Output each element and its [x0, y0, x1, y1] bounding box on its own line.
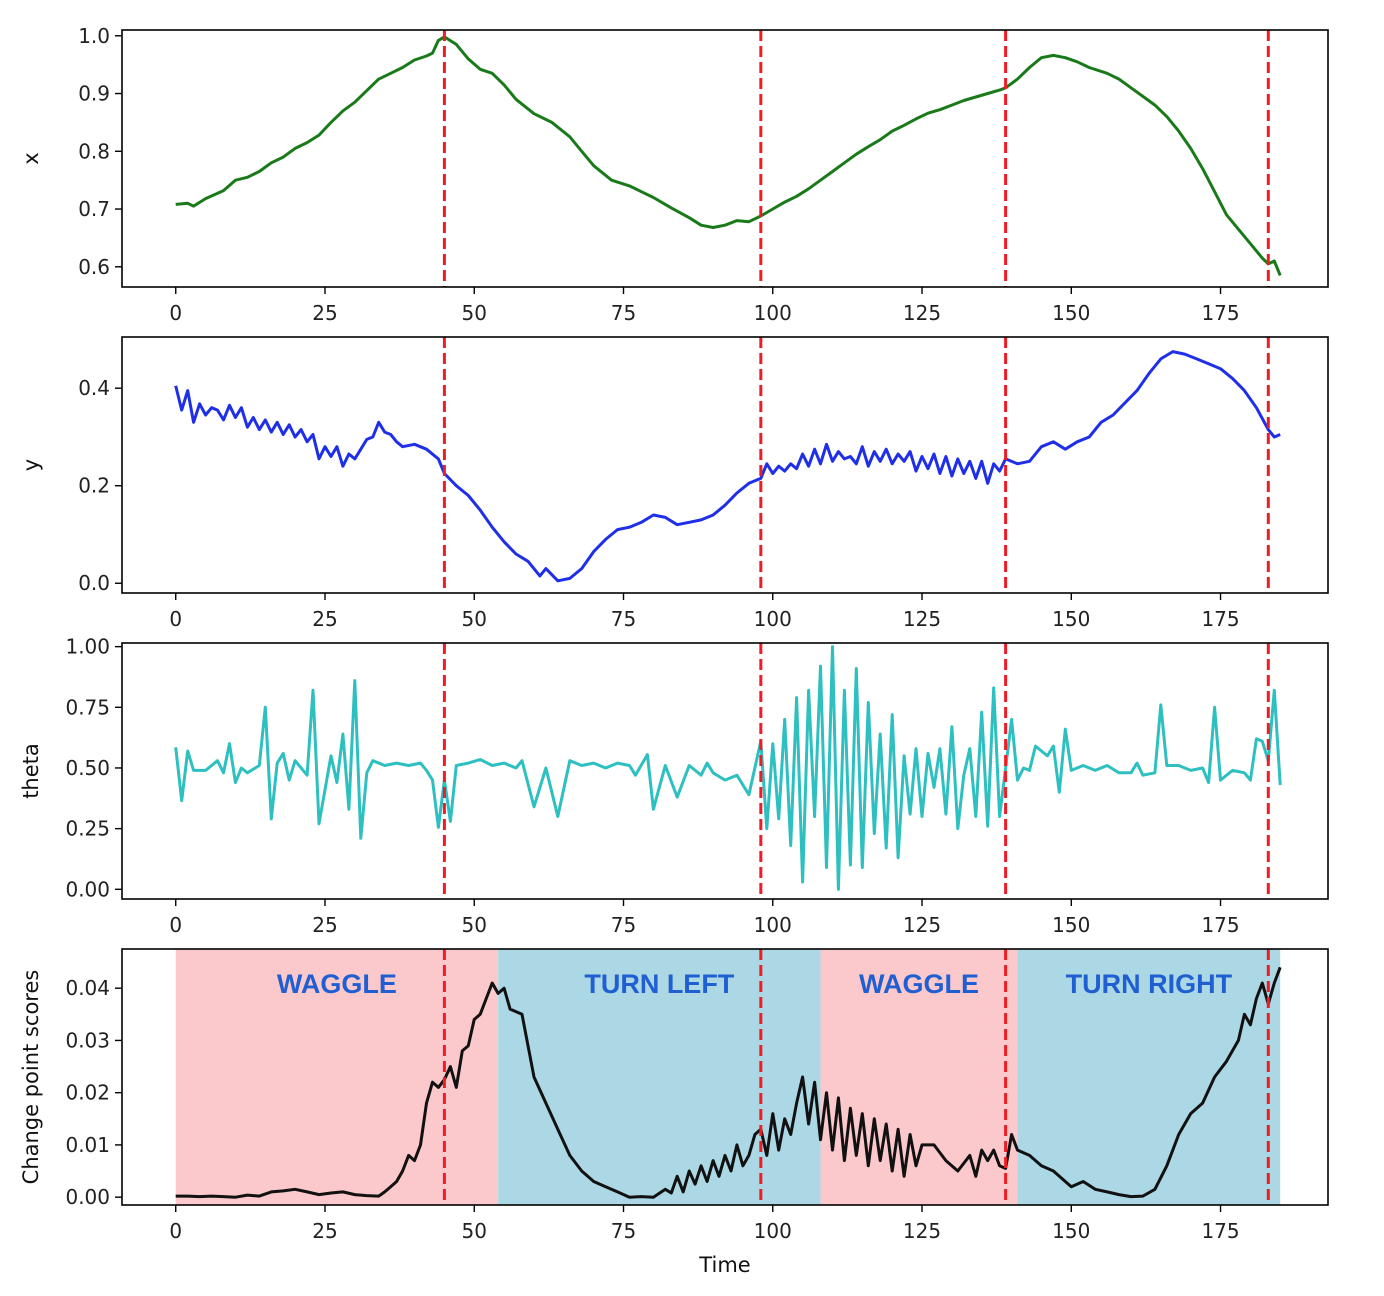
- y-axis-label: Change point scores: [19, 970, 43, 1185]
- series-line-1: [175, 35, 1282, 276]
- y-tick-label: 0.6: [78, 255, 110, 279]
- region-label-3: WAGGLE: [859, 969, 979, 999]
- panel-3: 0 25 50 75 100 125 150 175 0.00 0.25 0.50 0.75 1.00 t…: [19, 635, 1329, 937]
- x-tick-label: 100: [754, 301, 792, 325]
- y-tick-label: 0.0: [78, 571, 110, 595]
- x-tick-label: 50: [462, 1219, 487, 1243]
- series-line-2: [174, 350, 1281, 583]
- x-tick-label: 25: [312, 301, 337, 325]
- x-tick-label: 75: [611, 607, 636, 631]
- y-axis-label: theta: [19, 743, 43, 799]
- x-tick-label: 150: [1052, 607, 1090, 631]
- region-label-1: WAGGLE: [277, 969, 397, 999]
- y-tick-label: 0.9: [78, 82, 110, 106]
- y-tick-label: 0.75: [65, 695, 110, 719]
- x-tick-label: 0: [169, 913, 182, 937]
- y-tick-label: 0.00: [65, 877, 110, 901]
- x-tick-label: 125: [903, 1219, 941, 1243]
- x-tick-label: 75: [611, 1219, 636, 1243]
- region-2: [498, 949, 821, 1205]
- axes-frame: [121, 642, 1329, 900]
- region-3: [820, 949, 1018, 1205]
- y-tick-label: 0.03: [65, 1028, 110, 1052]
- x-tick-label: 175: [1201, 913, 1239, 937]
- region-4: [1017, 949, 1281, 1205]
- x-axis-label: Time: [698, 1253, 750, 1277]
- y-tick-label: 0.2: [78, 474, 110, 498]
- x-tick-label: 100: [754, 1219, 792, 1243]
- x-tick-label: 150: [1052, 913, 1090, 937]
- y-tick-label: 1.00: [65, 635, 110, 659]
- region-label-2: TURN LEFT: [584, 969, 734, 999]
- x-tick-label: 0: [169, 607, 182, 631]
- y-tick-label: 0.25: [65, 817, 110, 841]
- y-tick-label: 0.04: [65, 976, 110, 1000]
- x-tick-label: 25: [312, 607, 337, 631]
- x-tick-label: 75: [611, 913, 636, 937]
- y-tick-label: 1.0: [78, 24, 110, 48]
- y-tick-label: 0.00: [65, 1185, 110, 1209]
- y-tick-label: 0.01: [65, 1133, 110, 1157]
- y-tick-label: 0.02: [65, 1081, 110, 1105]
- panel-2: 0 25 50 75 100 125 150 175 0.0 0.2 0.4 y: [19, 336, 1329, 631]
- panel-1: 0 25 50 75 100 125 150 175 0.6 0.7 0.8 0.9 1.0 x: [19, 24, 1329, 325]
- series-line-3: [174, 645, 1282, 891]
- x-tick-label: 175: [1201, 607, 1239, 631]
- panel-4: WAGGLE TURN LEFT WAGGLE TURN RIGHT 0 25 50 75 10…: [19, 948, 1329, 1277]
- y-axis-label: y: [19, 459, 43, 471]
- x-tick-label: 150: [1052, 1219, 1090, 1243]
- x-tick-label: 25: [312, 1219, 337, 1243]
- y-tick-label: 0.50: [65, 756, 110, 780]
- x-tick-label: 50: [462, 301, 487, 325]
- x-tick-label: 175: [1201, 1219, 1239, 1243]
- x-tick-label: 50: [462, 607, 487, 631]
- x-tick-label: 25: [312, 913, 337, 937]
- x-tick-label: 50: [462, 913, 487, 937]
- x-tick-label: 175: [1201, 301, 1239, 325]
- x-tick-label: 100: [754, 607, 792, 631]
- x-tick-label: 150: [1052, 301, 1090, 325]
- y-tick-label: 0.8: [78, 139, 110, 163]
- x-tick-label: 125: [903, 913, 941, 937]
- axes-frame: [121, 336, 1329, 594]
- x-tick-label: 0: [169, 1219, 182, 1243]
- x-tick-label: 75: [611, 301, 636, 325]
- x-tick-label: 100: [754, 913, 792, 937]
- axes-frame: [121, 948, 1329, 1206]
- y-tick-label: 0.7: [78, 197, 110, 221]
- y-tick-label: 0.4: [78, 376, 110, 400]
- y-axis-label: x: [19, 152, 43, 164]
- x-tick-label: 125: [903, 301, 941, 325]
- axes-frame: [121, 29, 1329, 288]
- x-tick-label: 0: [169, 301, 182, 325]
- x-tick-label: 125: [903, 607, 941, 631]
- series-line-4: [175, 966, 1282, 1199]
- region-label-4: TURN RIGHT: [1066, 969, 1233, 999]
